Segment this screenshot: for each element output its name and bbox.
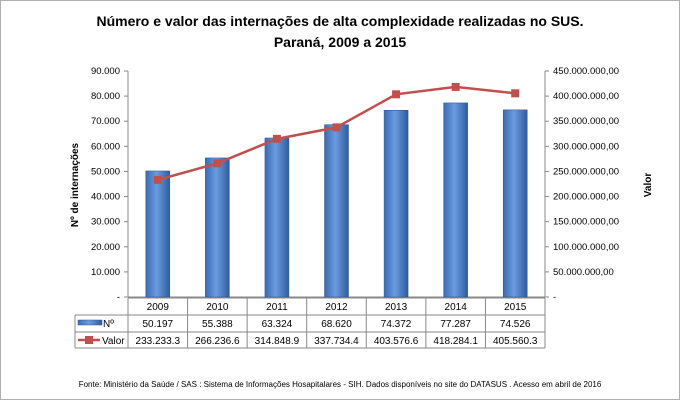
y-tick-label: 30.000 (91, 217, 120, 228)
chart-subtitle: Paraná, 2009 a 2015 (274, 34, 407, 50)
chart-title: Número e valor das internações de alta c… (96, 13, 583, 29)
y2-tick-label: - (553, 292, 556, 303)
y-tick-label: 70.000 (91, 116, 120, 127)
table-cell-valor: 405.560.3 (493, 336, 538, 347)
table-cell-n: 50.197 (142, 319, 173, 330)
valor-marker-2010 (213, 159, 222, 168)
y-axis-label: Nº de internações (70, 142, 81, 227)
bar-2011 (264, 137, 290, 298)
bar-2015 (502, 109, 528, 298)
bar-2013 (383, 109, 409, 298)
table-cell-n: 63.324 (262, 319, 293, 330)
table-cell-valor: 418.284.1 (433, 336, 478, 347)
y-tick-label: 40.000 (91, 192, 120, 203)
table-cell-n: 68.620 (321, 319, 352, 330)
table-cell-valor: 314.848.9 (255, 336, 300, 347)
valor-marker-2014 (451, 82, 460, 91)
table-cell-n: 74.526 (500, 319, 531, 330)
y2-tick-label: 200.000.000,00 (553, 192, 619, 203)
y2-tick-label: 50.000.000,00 (553, 267, 614, 278)
y-tick-label: 10.000 (91, 267, 120, 278)
y-tick-label: 60.000 (91, 141, 120, 152)
y2-tick-label: 150.000.000,00 (553, 217, 619, 228)
y-tick-label: 80.000 (91, 91, 120, 102)
x-tick-label: 2009 (147, 302, 170, 313)
footer-source: Fonte: Ministério da Saúde / SAS : Siste… (79, 380, 602, 389)
y2-tick-label: 250.000.000,00 (553, 166, 619, 177)
table-cell-valor: 266.236.6 (195, 336, 240, 347)
legend-label-valor: Valor (102, 336, 125, 347)
y2-tick-label: 450.000.000,00 (553, 66, 619, 77)
y-tick-label: 50.000 (91, 166, 120, 177)
y2-tick-label: 400.000.000,00 (553, 91, 619, 102)
valor-marker-2013 (392, 90, 401, 99)
table-cell-valor: 337.734.4 (314, 336, 359, 347)
x-tick-label: 2015 (504, 302, 527, 313)
valor-marker-2009 (153, 175, 162, 184)
valor-marker-2015 (511, 89, 520, 98)
bar-2010 (205, 157, 230, 298)
table-cell-n: 55.388 (202, 319, 233, 330)
y-tick-label: - (117, 292, 120, 303)
x-tick-label: 2011 (266, 302, 288, 313)
table-cell-valor: 233.233.3 (136, 336, 181, 347)
valor-marker-2012 (332, 123, 341, 132)
x-tick-label: 2013 (385, 302, 408, 313)
y-tick-label: 90.000 (91, 66, 120, 77)
bar-2009 (145, 170, 171, 298)
table-cell-valor: 403.576.6 (374, 336, 419, 347)
legend-bar-swatch (77, 319, 103, 326)
x-tick-label: 2014 (445, 302, 468, 313)
x-tick-label: 2010 (206, 302, 229, 313)
valor-marker-2011 (272, 134, 281, 143)
table-cell-n: 74.372 (381, 319, 412, 330)
y-tick-label: 20.000 (91, 242, 120, 253)
bar-2012 (324, 124, 349, 298)
table-cell-n: 77.287 (440, 319, 471, 330)
bar-2014 (443, 102, 468, 298)
x-tick-label: 2012 (325, 302, 348, 313)
y2-tick-label: 350.000.000,00 (553, 116, 619, 127)
y2-tick-label: 300.000.000,00 (553, 141, 619, 152)
y2-tick-label: 100.000.000,00 (553, 242, 619, 253)
legend-label-n: Nº (103, 319, 114, 330)
y2-axis-label: Valor (643, 173, 654, 198)
legend-marker-swatch (85, 336, 93, 344)
